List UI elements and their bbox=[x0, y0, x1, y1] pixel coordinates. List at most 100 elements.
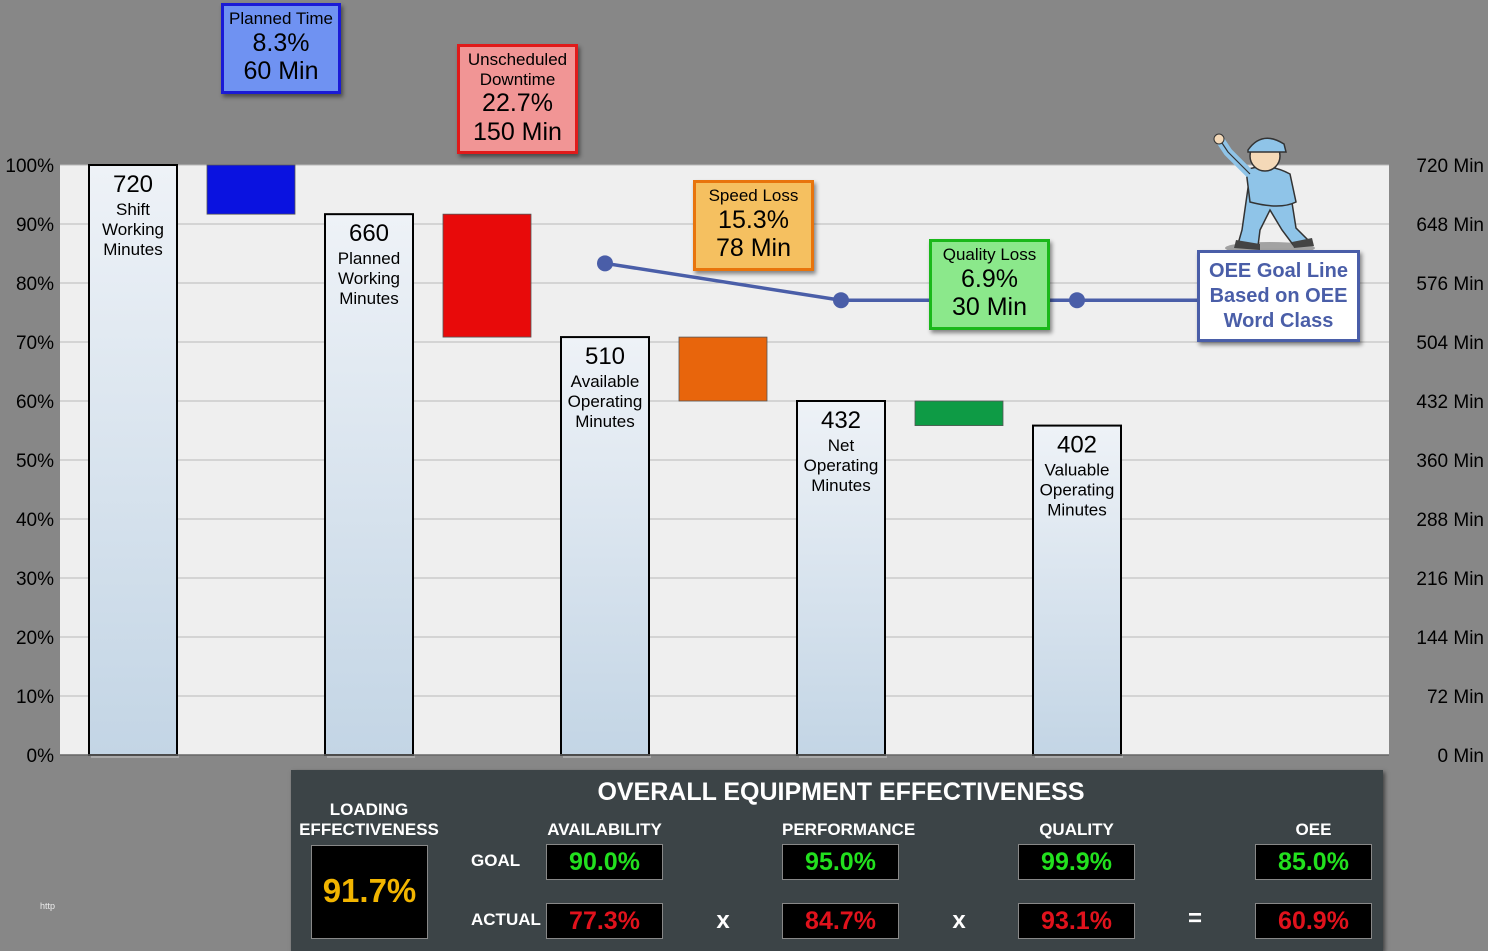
speed-loss-title: Speed Loss bbox=[708, 186, 799, 205]
loading-value-box bbox=[311, 845, 428, 939]
left-axis-tick-label: 90% bbox=[16, 215, 54, 236]
bar-category-label: Operating bbox=[804, 456, 879, 475]
right-axis-tick-label: 288 Min bbox=[1416, 510, 1484, 531]
worker-pointing-icon bbox=[1213, 133, 1315, 254]
unscheduled-downtime-callout: Unscheduled Downtime 22.7% 150 Min bbox=[457, 44, 578, 154]
bar-category-label: Planned bbox=[338, 249, 400, 268]
goal-line-text-2: Based on OEE bbox=[1209, 285, 1348, 307]
right-axis-tick-label: 648 Min bbox=[1416, 215, 1484, 236]
bar-category-label: Available bbox=[571, 372, 640, 391]
left-axis-tick-label: 0% bbox=[27, 746, 55, 767]
right-axis-tick-label: 504 Min bbox=[1416, 333, 1484, 354]
quality-header: QUALITY bbox=[1039, 820, 1114, 839]
waterfall-bar bbox=[1032, 424, 1122, 756]
quality-actual: 93.1% bbox=[1018, 903, 1135, 939]
performance-header: PERFORMANCE bbox=[782, 820, 916, 839]
right-axis-tick-label: 216 Min bbox=[1416, 569, 1484, 590]
quality-loss-pct: 6.9% bbox=[961, 264, 1018, 293]
goal-line-point bbox=[1069, 292, 1085, 309]
bar-value-label: 402 bbox=[1057, 432, 1097, 459]
performance-actual: 84.7% bbox=[782, 903, 899, 939]
availability-header: AVAILABILITY bbox=[547, 820, 662, 839]
bar-category-label: Minutes bbox=[339, 289, 399, 308]
bar-shadow bbox=[563, 755, 651, 758]
left-axis-tick-label: 70% bbox=[16, 333, 54, 354]
left-axis-tick-label: 10% bbox=[16, 687, 54, 708]
bar-category-label: Working bbox=[102, 220, 164, 239]
bar-shadow bbox=[91, 755, 179, 758]
bar-category-label: Working bbox=[338, 269, 400, 288]
loading-label-2: EFFECTIVENESS bbox=[299, 820, 439, 839]
waterfall-bar bbox=[324, 213, 414, 756]
bar-category-label: Valuable bbox=[1045, 461, 1110, 480]
left-axis-tick-label: 20% bbox=[16, 628, 54, 649]
planned-time-min: 60 Min bbox=[243, 57, 319, 86]
planned-time-callout: Planned Time 8.3% 60 Min bbox=[221, 3, 341, 94]
oee-actual: 60.9% bbox=[1255, 903, 1372, 939]
oee-goal: 85.0% bbox=[1255, 844, 1372, 880]
bar-shadow bbox=[327, 755, 415, 758]
waterfall-bar bbox=[88, 164, 178, 756]
left-axis-tick-label: 60% bbox=[16, 392, 54, 413]
bar-category-label: Operating bbox=[568, 392, 643, 411]
right-axis-tick-label: 360 Min bbox=[1416, 451, 1484, 472]
right-axis-tick-label: 144 Min bbox=[1416, 628, 1484, 649]
oee-goal-line-callout: OEE Goal Line Based on OEE Word Class bbox=[1197, 250, 1360, 342]
bar-category-label: Minutes bbox=[1047, 501, 1107, 520]
bar-category-label: Shift bbox=[116, 200, 150, 219]
goal-line-text-3: Word Class bbox=[1223, 310, 1334, 332]
actual-row-label: ACTUAL bbox=[471, 910, 541, 929]
speed-loss-callout: Speed Loss 15.3% 78 Min bbox=[693, 180, 814, 271]
goal-row-label: GOAL bbox=[471, 851, 521, 870]
loading-label-1: LOADING bbox=[329, 800, 409, 819]
oee-summary-panel: OVERALL EQUIPMENT EFFECTIVENESS LOADING … bbox=[291, 770, 1383, 951]
right-axis-tick-label: 720 Min bbox=[1416, 156, 1484, 177]
left-axis-tick-label: 30% bbox=[16, 569, 54, 590]
right-axis-tick-label: 72 Min bbox=[1427, 687, 1484, 708]
bar-shadow bbox=[799, 755, 887, 758]
bar-value-label: 432 bbox=[821, 407, 861, 434]
oee-header: OEE bbox=[1295, 820, 1332, 839]
bar-category-label: Minutes bbox=[575, 412, 635, 431]
bar-value-label: 510 bbox=[585, 343, 625, 370]
watermark-text: http bbox=[40, 901, 56, 911]
quality-goal: 99.9% bbox=[1018, 844, 1135, 880]
availability-goal: 90.0% bbox=[546, 844, 663, 880]
left-axis-tick-label: 50% bbox=[16, 451, 54, 472]
unscheduled-title-1: Unscheduled bbox=[467, 50, 568, 69]
loss-bar bbox=[914, 400, 1004, 426]
loss-bar bbox=[206, 164, 296, 215]
bar-category-label: Net bbox=[828, 436, 855, 455]
loss-bar bbox=[442, 213, 532, 338]
bar-category-label: Minutes bbox=[811, 476, 871, 495]
right-axis-tick-label: 432 Min bbox=[1416, 392, 1484, 413]
right-axis-tick-label: 576 Min bbox=[1416, 274, 1484, 295]
bar-category-label: Minutes bbox=[103, 240, 163, 259]
planned-time-title: Planned Time bbox=[229, 9, 333, 28]
bar-category-label: Operating bbox=[1040, 481, 1115, 500]
unscheduled-min: 150 Min bbox=[473, 117, 562, 146]
goal-line-point bbox=[833, 292, 849, 309]
goal-line-point bbox=[597, 255, 613, 272]
right-axis-tick-label: 0 Min bbox=[1438, 746, 1484, 767]
bar-shadow bbox=[1035, 755, 1123, 758]
left-axis-tick-label: 40% bbox=[16, 510, 54, 531]
left-axis-tick-label: 100% bbox=[5, 156, 54, 177]
planned-time-pct: 8.3% bbox=[252, 28, 310, 57]
loss-bar bbox=[678, 336, 768, 402]
unscheduled-title-2: Downtime bbox=[479, 69, 556, 89]
quality-loss-min: 30 Min bbox=[951, 293, 1028, 322]
unscheduled-pct: 22.7% bbox=[482, 89, 553, 118]
equals-operator: = bbox=[1187, 905, 1202, 932]
speed-loss-pct: 15.3% bbox=[718, 205, 789, 234]
availability-actual: 77.3% bbox=[546, 903, 663, 939]
quality-loss-title: Quality Loss bbox=[942, 245, 1037, 264]
multiply-operator-1: x bbox=[716, 907, 730, 934]
panel-title: OVERALL EQUIPMENT EFFECTIVENESS bbox=[597, 778, 1085, 806]
speed-loss-min: 78 Min bbox=[715, 234, 792, 263]
loading-value: 91.7% bbox=[322, 872, 417, 909]
performance-goal: 95.0% bbox=[782, 844, 899, 880]
waterfall-bar bbox=[796, 400, 886, 756]
left-axis-tick-label: 80% bbox=[16, 274, 54, 295]
bar-value-label: 660 bbox=[349, 220, 389, 247]
